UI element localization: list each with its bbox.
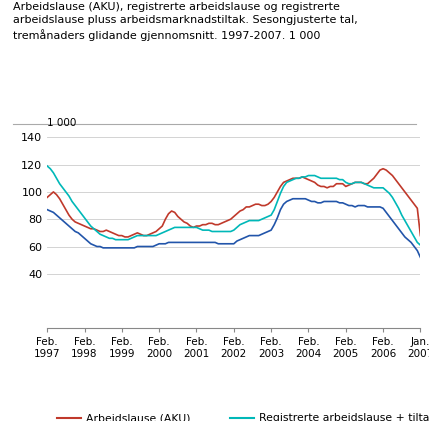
Text: 1 000: 1 000 xyxy=(47,118,76,128)
Text: Arbeidslause (AKU), registrerte arbeidslause og registrerte
arbeidslause pluss a: Arbeidslause (AKU), registrerte arbeidsl… xyxy=(13,2,358,41)
Legend: Arbeidslause (AKU), Registrerte arbeidslause, Registrerte arbeidslause + tiltak: Arbeidslause (AKU), Registrerte arbeidsl… xyxy=(53,409,429,421)
